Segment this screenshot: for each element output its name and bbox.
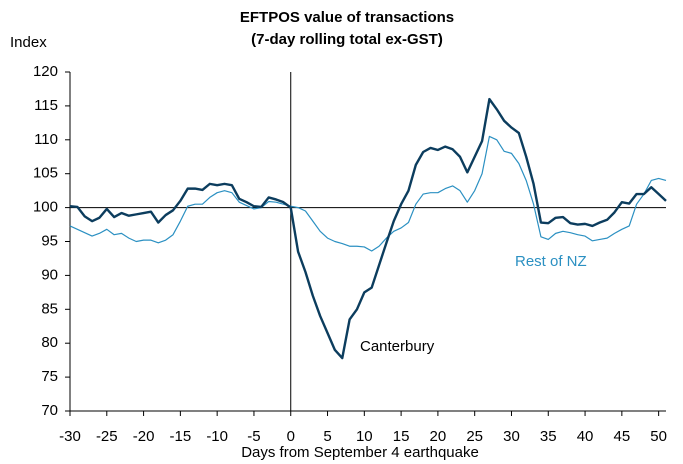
y-tick-label: 115 — [34, 97, 58, 114]
series-label: Canterbury — [360, 338, 435, 355]
y-tick-label: 100 — [33, 199, 58, 216]
y-tick-label: 90 — [41, 266, 58, 283]
y-tick-label: 85 — [41, 300, 58, 317]
series-line — [69, 135, 667, 252]
y-tick-label: 110 — [34, 131, 58, 148]
x-tick-label: 30 — [503, 428, 520, 445]
y-tick-label: 105 — [33, 165, 58, 182]
x-tick-label: -10 — [206, 428, 228, 445]
y-tick-label: 95 — [41, 232, 58, 249]
series-line — [69, 97, 667, 360]
y-tick-label: 75 — [41, 368, 58, 385]
x-tick-label: 0 — [287, 428, 295, 445]
x-tick-label: 5 — [323, 428, 331, 445]
x-tick-label: 40 — [577, 428, 594, 445]
y-tick-label: 80 — [41, 334, 58, 351]
x-tick-label: -15 — [170, 428, 192, 445]
x-axis-label: Days from September 4 earthquake — [241, 444, 479, 461]
x-tick-label: 25 — [466, 428, 483, 445]
x-tick-label: 15 — [393, 428, 410, 445]
x-tick-label: -5 — [247, 428, 260, 445]
x-tick-label: -25 — [96, 428, 118, 445]
series-label: Rest of NZ — [515, 253, 587, 270]
y-axis-label: Index — [10, 34, 47, 51]
y-tick-label: 70 — [41, 402, 58, 419]
x-tick-label: 35 — [540, 428, 557, 445]
x-tick-label: -30 — [59, 428, 81, 445]
x-tick-label: 50 — [650, 428, 667, 445]
x-tick-label: 20 — [430, 428, 447, 445]
chart-title: EFTPOS value of transactions — [240, 9, 454, 26]
y-tick-label: 120 — [33, 63, 58, 80]
x-tick-label: 45 — [614, 428, 631, 445]
x-tick-label: -20 — [133, 428, 155, 445]
chart-subtitle: (7-day rolling total ex-GST) — [251, 31, 443, 48]
x-tick-label: 10 — [356, 428, 373, 445]
